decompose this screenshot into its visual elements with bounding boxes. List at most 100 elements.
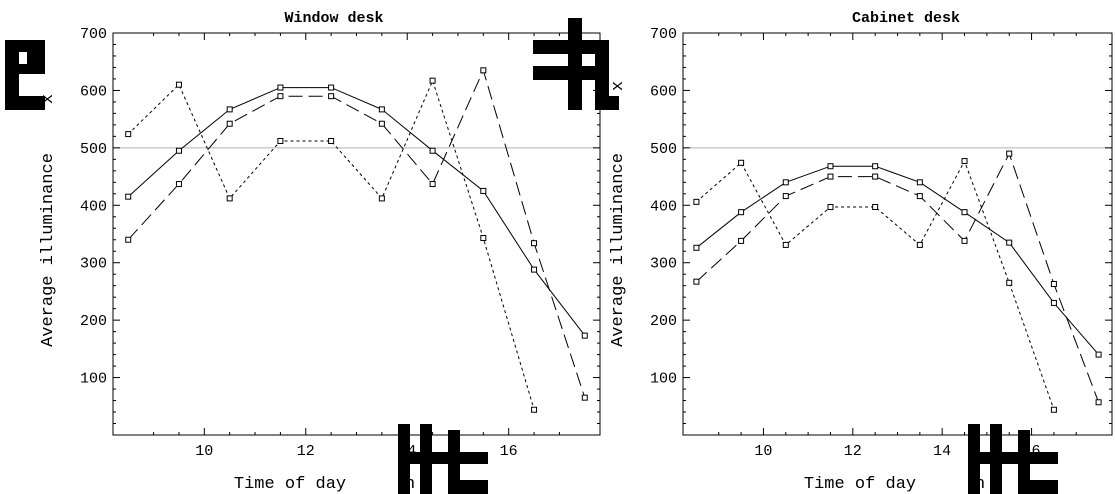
series-line-long-dash xyxy=(127,68,586,398)
data-point-marker xyxy=(429,147,436,154)
data-point-marker xyxy=(581,394,588,401)
x-tick-label: 10 xyxy=(195,443,213,460)
data-point-marker xyxy=(480,67,487,74)
unit-glyph-xlabel xyxy=(968,424,1058,494)
y-tick-label: 200 xyxy=(80,313,107,330)
unit-glyph-xlabel xyxy=(398,424,488,494)
x-axis-label: Time of day xyxy=(804,475,916,494)
data-point-marker xyxy=(693,198,700,205)
data-point-marker xyxy=(1006,239,1013,246)
data-point-marker xyxy=(961,237,968,244)
data-point-marker xyxy=(961,158,968,165)
y-tick-label: 300 xyxy=(650,256,677,273)
data-point-marker xyxy=(1006,279,1013,286)
data-point-marker xyxy=(226,106,233,113)
y-tick-label: 500 xyxy=(650,141,677,158)
data-point-marker xyxy=(961,209,968,216)
data-point-marker xyxy=(378,106,385,113)
data-point-marker xyxy=(226,120,233,127)
chart-panel-window-desk: Window desk Average illuminance x Time o… xyxy=(5,10,601,494)
series-line-short-dash xyxy=(696,159,1055,410)
x-tick-label: 14 xyxy=(933,443,951,460)
y-tick-label: 400 xyxy=(80,198,107,215)
data-point-marker xyxy=(827,163,834,170)
data-point-marker xyxy=(782,179,789,186)
data-point-marker xyxy=(916,193,923,200)
y-tick-label: 300 xyxy=(80,256,107,273)
data-point-marker xyxy=(872,173,879,180)
data-point-marker xyxy=(693,244,700,251)
data-point-marker xyxy=(693,278,700,285)
data-point-marker xyxy=(480,187,487,194)
data-point-marker xyxy=(782,241,789,248)
plot-frame xyxy=(112,32,601,436)
y-axis-unit-fragment: x xyxy=(609,81,628,91)
data-point-marker xyxy=(738,159,745,166)
data-point-marker xyxy=(738,209,745,216)
data-point-marker xyxy=(1050,299,1057,306)
y-axis-unit-fragment: x xyxy=(39,94,58,104)
series-line-long-dash xyxy=(696,152,1100,403)
series-line-solid xyxy=(696,165,1099,355)
y-tick-label: 200 xyxy=(650,313,677,330)
data-point-marker xyxy=(827,204,834,211)
y-tick-label: 700 xyxy=(650,26,677,43)
data-point-marker xyxy=(872,163,879,170)
x-axis-label: Time of day xyxy=(234,475,346,494)
data-point-marker xyxy=(378,120,385,127)
data-point-marker xyxy=(1095,399,1102,406)
data-point-marker xyxy=(175,147,182,154)
y-tick-label: 700 xyxy=(80,26,107,43)
data-point-marker xyxy=(916,241,923,248)
data-point-marker xyxy=(277,137,284,144)
x-tick-label: 12 xyxy=(844,443,862,460)
y-tick-label: 400 xyxy=(650,198,677,215)
data-point-marker xyxy=(782,193,789,200)
data-point-marker xyxy=(175,81,182,88)
chart-title: Window desk xyxy=(284,10,383,27)
data-point-marker xyxy=(277,93,284,100)
unit-glyph-ylabel xyxy=(5,40,45,110)
x-tick-label: 16 xyxy=(500,443,518,460)
y-tick-label: 500 xyxy=(80,141,107,158)
unit-glyph-ylabel xyxy=(533,18,619,110)
data-point-marker xyxy=(827,173,834,180)
data-point-marker xyxy=(175,181,182,188)
data-point-marker xyxy=(1006,150,1013,157)
series-line-solid xyxy=(127,87,586,336)
data-point-marker xyxy=(531,266,538,273)
data-point-marker xyxy=(378,195,385,202)
x-tick-label: 12 xyxy=(297,443,315,460)
data-point-marker xyxy=(125,193,132,200)
data-point-marker xyxy=(1095,351,1102,358)
data-point-marker xyxy=(125,236,132,243)
data-point-marker xyxy=(1050,280,1057,287)
chart-panel-cabinet-desk: Cabinet desk Average illuminance x Time … xyxy=(533,10,1113,494)
y-axis-label: Average illuminance xyxy=(39,153,58,347)
chart-title: Cabinet desk xyxy=(852,10,960,27)
data-point-marker xyxy=(480,235,487,242)
y-tick-label: 100 xyxy=(650,371,677,388)
data-point-marker xyxy=(738,237,745,244)
data-point-marker xyxy=(328,84,335,91)
data-point-marker xyxy=(429,77,436,84)
data-point-marker xyxy=(277,84,284,91)
data-point-marker xyxy=(581,332,588,339)
data-point-marker xyxy=(1050,406,1057,413)
y-tick-label: 600 xyxy=(80,83,107,100)
data-point-marker xyxy=(328,137,335,144)
data-point-marker xyxy=(916,179,923,186)
data-point-marker xyxy=(226,195,233,202)
x-tick-label: 10 xyxy=(754,443,772,460)
y-tick-label: 600 xyxy=(650,83,677,100)
data-point-marker xyxy=(872,204,879,211)
data-point-marker xyxy=(429,181,436,188)
data-point-marker xyxy=(531,406,538,413)
series-line-short-dash xyxy=(127,79,535,410)
data-point-marker xyxy=(531,240,538,247)
data-point-marker xyxy=(125,131,132,138)
y-axis-label: Average illuminance xyxy=(609,153,628,347)
data-point-marker xyxy=(328,93,335,100)
y-tick-label: 100 xyxy=(80,371,107,388)
